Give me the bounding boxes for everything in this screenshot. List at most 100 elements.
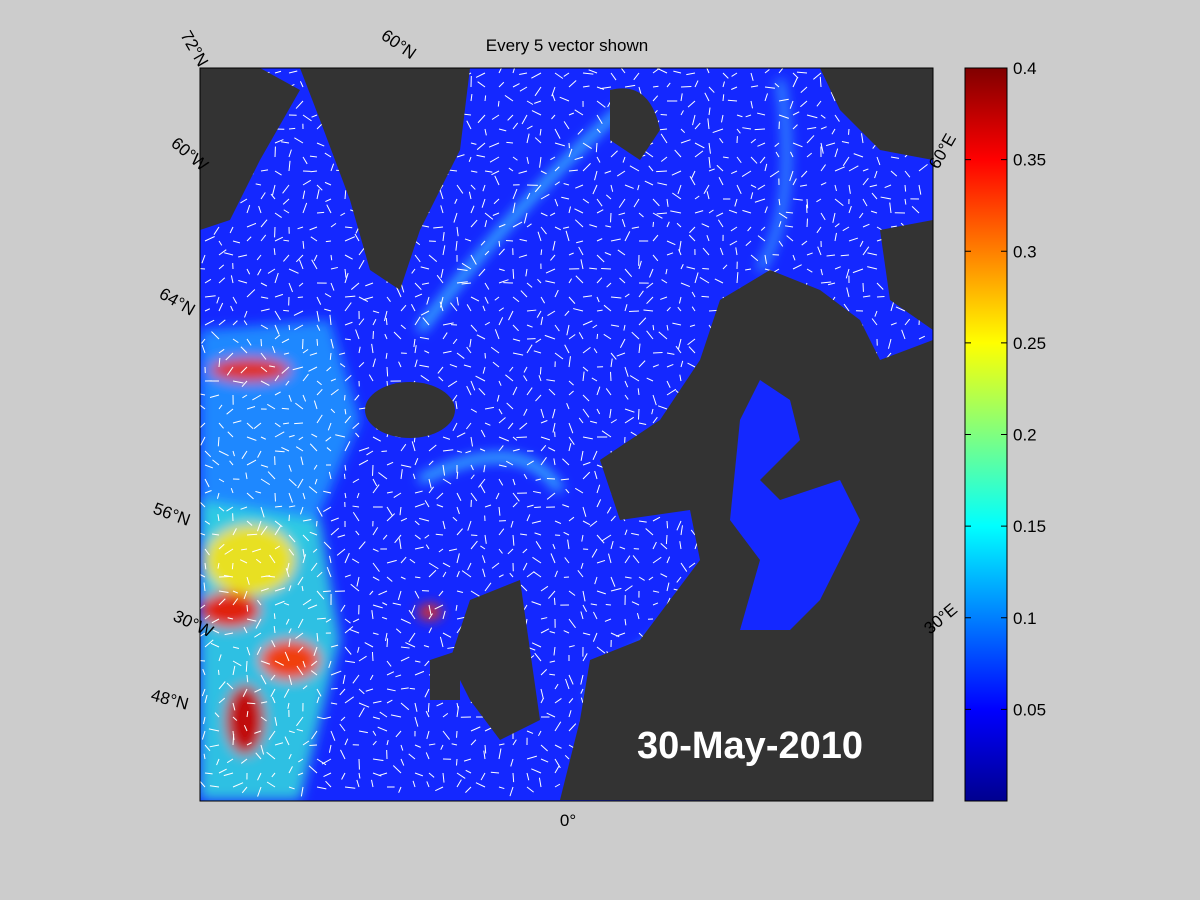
vector [610,419,617,424]
vector [282,198,290,205]
vector [436,274,444,284]
vector [224,548,234,555]
vector [246,604,249,612]
vector [204,694,208,704]
vector [344,226,353,229]
vector [512,739,517,746]
vector [484,582,492,592]
vector [652,416,658,424]
vector [467,520,472,531]
vector [456,184,464,194]
vector [582,366,589,372]
vector [371,779,374,788]
vector [678,338,682,349]
vector [260,525,268,536]
vector [316,324,321,331]
vector [260,366,268,373]
vector [799,184,808,187]
vector [554,198,559,207]
vector [507,114,514,121]
vector [876,282,884,290]
vector [637,408,640,420]
vector [676,520,682,531]
vector [260,701,268,704]
vector [576,240,584,244]
vector [204,490,212,494]
vector [400,656,410,662]
vector [204,639,214,648]
vector [316,617,326,620]
vector [834,232,837,242]
vector [371,651,374,662]
vector [452,516,458,522]
vector [344,408,347,415]
vector [213,226,220,235]
vector [297,296,304,299]
vector [694,272,699,284]
vector [238,280,248,284]
vector [624,394,629,400]
vector [414,293,423,298]
vector [484,250,490,256]
vector [230,275,234,284]
vector [316,716,325,720]
vector [288,434,295,438]
vector [880,196,892,200]
vector [526,344,533,354]
vector [328,744,332,753]
vector [260,219,268,228]
vector [593,348,598,354]
vector [498,68,502,74]
vector [274,520,283,528]
vector [344,552,350,564]
vector [568,436,575,445]
vector [283,602,290,606]
tick-label: 0.4 [1013,59,1037,78]
vector [512,502,518,508]
vector [274,70,282,74]
vector [203,753,206,760]
vector [484,282,490,290]
vector [238,254,248,258]
vector [340,749,346,760]
vector [548,447,556,452]
vector [600,86,612,90]
vector [414,702,418,712]
vector [265,575,276,578]
vector [719,247,724,256]
vector [269,554,276,564]
vector [309,352,318,356]
vector [512,436,518,441]
vector [371,343,374,354]
vector [295,402,304,410]
vector [209,744,220,748]
vector [414,772,424,777]
vector [496,394,500,402]
vector [596,238,603,242]
vector [351,558,360,564]
vector [876,226,882,231]
vector [428,743,436,746]
vector [440,744,444,750]
vector [624,84,636,88]
vector [498,248,505,256]
vector [778,98,789,102]
vector [324,293,332,298]
vector [675,345,682,354]
vector [498,786,505,790]
vector [498,574,504,578]
vector [372,576,380,581]
vector [552,94,556,102]
vector [323,772,332,778]
vector [428,562,439,570]
vector [592,184,598,195]
vector [218,404,223,410]
vector [425,752,430,760]
vector [577,570,584,578]
vector [874,170,878,179]
vector [582,163,591,172]
vector [310,236,318,242]
vector [470,254,477,265]
vector [578,246,584,256]
vector [564,754,570,760]
